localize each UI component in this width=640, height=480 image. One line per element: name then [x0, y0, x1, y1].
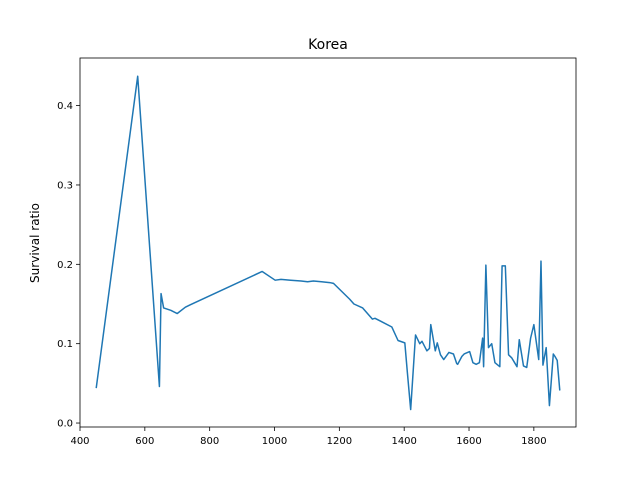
- y-tick-label: 0.2: [57, 260, 73, 271]
- y-tick-label: 0.1: [57, 339, 73, 350]
- x-tick-label: 1200: [327, 436, 352, 447]
- series-line-0: [95, 75, 561, 411]
- y-tick-label: 0.0: [57, 419, 73, 430]
- x-tick-label: 800: [200, 436, 219, 447]
- axes-frame: [79, 57, 577, 428]
- plot-area: 400 600 800 1000 1200 1400 1600 1800 0.0 0.1 0.2 0.…: [57, 57, 577, 447]
- chart-title: Korea: [308, 37, 348, 53]
- x-tick-label: 400: [70, 436, 89, 447]
- y-axis-label: Survival ratio: [28, 203, 42, 283]
- x-tick-label: 1800: [521, 436, 546, 447]
- x-tick-label: 1600: [456, 436, 481, 447]
- x-tick-label: 1000: [262, 436, 287, 447]
- x-tick-label: 600: [135, 436, 154, 447]
- y-tick-label: 0.3: [57, 180, 73, 191]
- x-tick-label: 1400: [391, 436, 416, 447]
- y-tick-label: 0.4: [57, 101, 73, 112]
